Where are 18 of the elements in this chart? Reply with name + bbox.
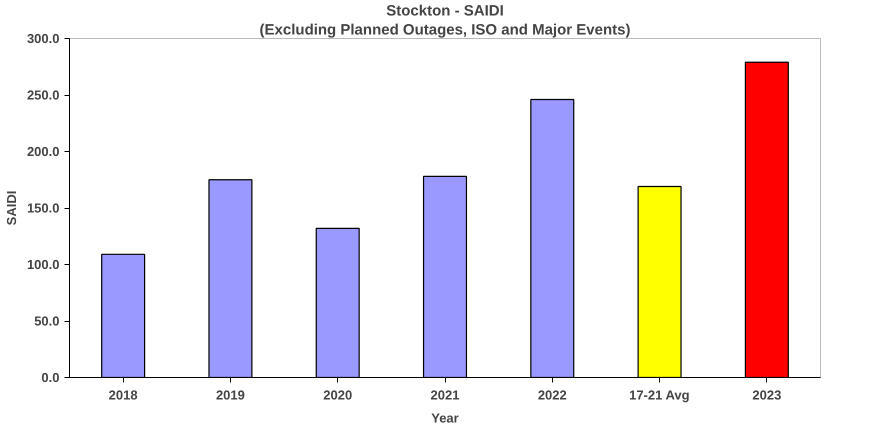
x-tick-label: 2018	[108, 388, 138, 402]
y-tick-label: 200.0	[26, 144, 60, 159]
y-tick-label: 0.0	[41, 370, 60, 385]
y-tick-label: 50.0	[34, 314, 60, 328]
y-tick-label: 150.0	[26, 200, 60, 216]
x-tick-label: 2022	[538, 388, 567, 402]
x-tick-label: 2020	[323, 388, 352, 402]
chart-title: Stockton - SAIDI	[386, 2, 504, 20]
chart-subtitle: (Excluding Planned Outages, ISO and Major Events)	[260, 22, 630, 38]
x-axis-title: Year	[431, 410, 459, 426]
y-tick-label: 250.0	[26, 88, 60, 102]
x-tick-label: 17-21 Avg	[629, 388, 690, 402]
x-tick-label: 2021	[430, 388, 460, 402]
x-tick-label: 2019	[216, 388, 245, 402]
y-tick-label: 100.0	[26, 257, 60, 272]
y-tick-label: 300.0	[26, 31, 60, 46]
y-axis-title: SAIDI	[4, 190, 19, 226]
x-tick-label: 2023	[752, 388, 782, 402]
